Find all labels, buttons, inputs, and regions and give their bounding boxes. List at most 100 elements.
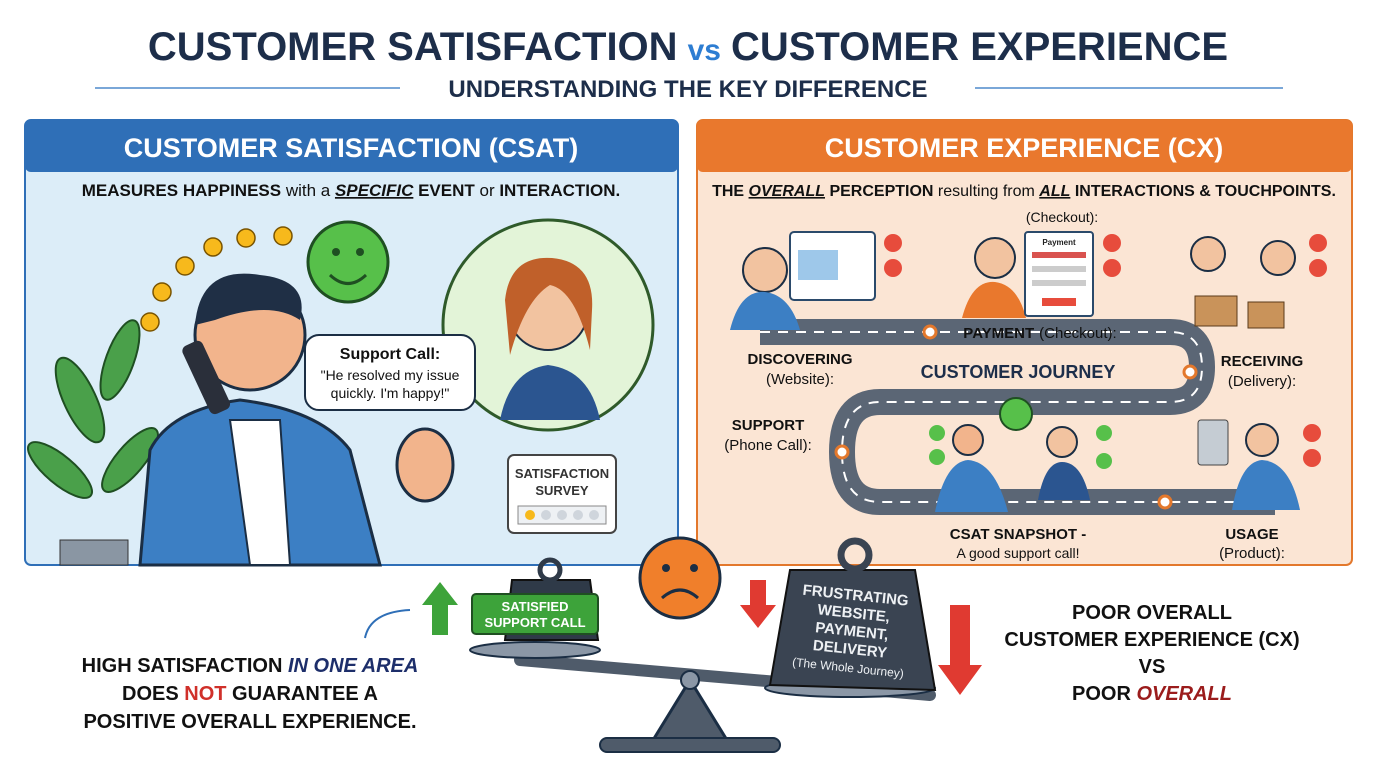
scale-shape: [837, 537, 873, 573]
panel-title: CUSTOMER SATISFACTION (CSAT): [124, 133, 579, 163]
text-part: CUSTOMER EXPERIENCE (CX): [1004, 629, 1299, 651]
cx-panel-shape: [1042, 298, 1076, 306]
text-part: PERCEPTION: [825, 183, 933, 200]
cx-panel-shape: [1096, 425, 1112, 441]
down-arrow: [740, 580, 776, 628]
scale-shape: [638, 536, 722, 620]
csat-panel-shape: [25, 120, 678, 172]
cx-panel-shape: [697, 120, 1352, 172]
down-arrow: [938, 605, 982, 695]
panel-title: CUSTOMER EXPERIENCE (CX): [825, 133, 1224, 163]
cx-panel-shape: [1309, 259, 1327, 277]
cx-panel-shape-shape: [1157, 494, 1173, 510]
cx-panel-shape: [962, 281, 1026, 318]
scale-shape: [690, 564, 698, 572]
panel-description: MEASURES HAPPINESS with a SPECIFIC EVENT…: [82, 181, 620, 200]
cx-panel-shape: [1247, 301, 1285, 329]
scale: SATISFIED SUPPORT CALL FRUSTRATING WEBSI…: [469, 536, 937, 753]
cx-panel-shape: [742, 247, 788, 293]
cx-panel-shape: [1194, 295, 1238, 327]
text-part: resulting from: [933, 183, 1039, 200]
csat-panel-shape-shape: [203, 237, 223, 257]
csat-panel-shape: [228, 419, 292, 566]
cx-panel-shape: [1032, 280, 1086, 286]
text-part: THE: [712, 183, 748, 200]
result-line: VS: [1139, 656, 1166, 678]
snapshot-detail: A good support call!: [957, 545, 1080, 561]
csat-panel-shape: [328, 273, 368, 285]
text-part: VS: [1139, 656, 1166, 678]
text-part: MEASURES HAPPINESS: [82, 181, 281, 200]
scale-shape: [662, 564, 670, 572]
csat-panel-shape: [573, 510, 583, 520]
cx-panel-shape: [1309, 234, 1327, 252]
title-vs: vs: [688, 34, 721, 67]
cx-panel-shape: [999, 397, 1033, 431]
csat-panel-shape: [525, 510, 535, 520]
checkout-label: (Checkout):: [1026, 209, 1098, 225]
bubble-text: quickly. I'm happy!": [331, 385, 450, 401]
csat-panel-shape-shape: [236, 228, 256, 248]
cx-panel-shape-shape: [1182, 364, 1198, 380]
stage-detail: (Product):: [1219, 545, 1285, 562]
csat-panel-shape-shape: [101, 427, 159, 493]
csat-panel-shape-shape: [273, 226, 293, 246]
csat-panel-shape: [304, 334, 476, 411]
conclusion-line: POSITIVE OVERALL EXPERIENCE.: [83, 711, 416, 733]
cx-panel-shape: [1032, 266, 1086, 272]
scale-shape: [471, 593, 599, 635]
csat-panel-shape: [306, 220, 390, 304]
scale-shape: [680, 670, 700, 690]
form-title: Payment: [1042, 238, 1076, 247]
stage-detail: (Phone Call):: [724, 437, 812, 454]
cx-panel-shape: [929, 449, 945, 465]
weight-label: SUPPORT CALL: [484, 615, 585, 630]
csat-panel-shape: [59, 539, 129, 566]
cx-panel-shape: [884, 259, 902, 277]
stage-name: SUPPORT: [732, 417, 805, 434]
stage-detail: (Website):: [766, 371, 834, 388]
text-part: POOR OVERALL: [1072, 602, 1232, 624]
text-part: with a: [281, 181, 335, 200]
text-part: INTERACTIONS & TOUCHPOINTS.: [1070, 183, 1336, 200]
text-part: EVENT: [413, 181, 475, 200]
text-part: NOT: [184, 683, 226, 705]
cx-panel-shape: [1197, 419, 1229, 466]
cx-panel-shape: [1260, 240, 1296, 276]
csat-panel: CUSTOMER SATISFACTION (CSAT) MEASURES HA…: [24, 119, 679, 567]
cx-panel-shape: [1232, 460, 1300, 510]
cx-panel-shape-shape: [922, 324, 938, 340]
cx-panel-shape: [884, 234, 902, 252]
scale-shape: [599, 737, 781, 753]
cx-panel-shape: [1303, 449, 1321, 467]
text-part: POOR: [1072, 683, 1136, 705]
journey-label: CUSTOMER JOURNEY: [921, 362, 1116, 382]
title-right: CUSTOMER EXPERIENCE: [731, 25, 1228, 69]
stage-detail: (Delivery):: [1228, 373, 1296, 390]
csat-panel-shape: [140, 226, 293, 332]
snapshot-title: CSAT SNAPSHOT -: [950, 526, 1086, 543]
stage-name: RECEIVING: [1221, 353, 1304, 370]
text-part: OVERALL: [749, 183, 825, 200]
csat-panel-shape: [589, 510, 599, 520]
csat-panel-shape: [27, 319, 159, 499]
conclusion-line: DOES NOT GUARANTEE A: [122, 683, 378, 705]
title: CUSTOMER SATISFACTION vs CUSTOMER EXPERIEN…: [148, 25, 1228, 69]
text-part: PAYMENT: [963, 325, 1034, 342]
result-line: POOR OVERALL: [1072, 602, 1232, 624]
csat-panel-shape: [541, 510, 551, 520]
conclusion-line: HIGH SATISFACTION IN ONE AREA: [82, 655, 419, 677]
bubble-title: Support Call:: [340, 346, 440, 363]
stage-name: DISCOVERING: [747, 351, 852, 368]
cx-panel-shape: [730, 291, 800, 330]
cx-panel-shape: [760, 319, 1275, 515]
stage-label: PAYMENT (Checkout):: [963, 325, 1116, 342]
cx-panel-shape: [1103, 234, 1121, 252]
text-part: ALL: [1038, 183, 1070, 200]
text-part: GUARANTEE A: [226, 683, 377, 705]
scale-shape: [768, 569, 937, 692]
cx-panel-shape: [1032, 252, 1086, 258]
csat-panel-shape-shape: [99, 319, 141, 401]
up-arrow: [422, 582, 458, 635]
